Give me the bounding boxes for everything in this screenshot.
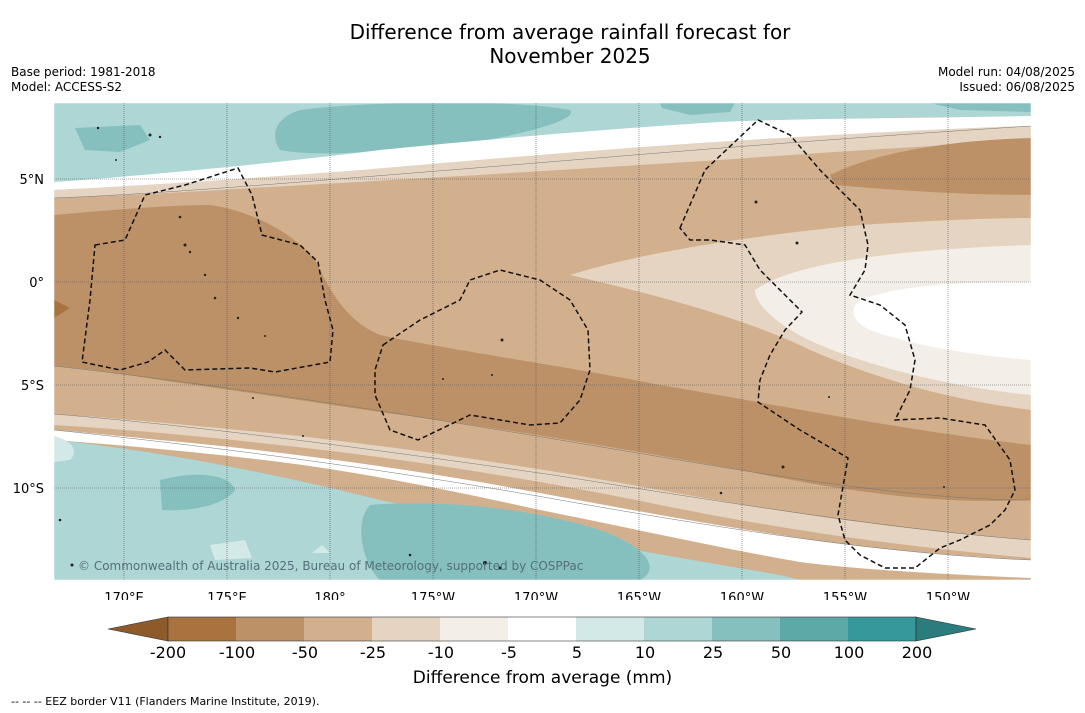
colorbar-swatch	[440, 617, 508, 641]
map-title: Difference from average rainfall forecas…	[0, 20, 1085, 68]
rainfall-field	[54, 103, 1031, 580]
colorbar-label: 25	[703, 643, 723, 662]
colorbar-over-arrow	[915, 616, 977, 642]
lon-tick: 175°E	[207, 591, 247, 600]
lat-tick: 5°N	[20, 173, 45, 188]
colorbar-outline	[167, 616, 917, 642]
issued-date: Issued: 06/08/2025	[959, 80, 1075, 94]
lon-tick: 180°	[314, 591, 345, 600]
lon-tick: 165°W	[617, 591, 661, 600]
colorbar-label: -50	[292, 643, 318, 662]
model-run: Model run: 04/08/2025	[937, 65, 1075, 79]
latitude-ticks: 5°N 0° 5°S 10°S	[13, 173, 44, 497]
colorbar-label: 200	[902, 643, 933, 662]
eez-borders	[81, 119, 1016, 569]
lat-tick: 0°	[29, 276, 44, 291]
lon-tick: 170°E	[104, 591, 144, 600]
colorbar-swatch	[780, 617, 848, 641]
model-name: Model: ACCESS-S2	[11, 80, 123, 94]
lon-tick: 150°W	[926, 591, 970, 600]
colorbar-swatch	[644, 617, 712, 641]
lon-tick: 155°W	[823, 591, 867, 600]
colorbar-label: 100	[834, 643, 865, 662]
colorbar-label: -200	[150, 643, 186, 662]
colorbar-swatch	[848, 617, 916, 641]
base-period: Base period: 1981-2018	[11, 65, 156, 79]
lon-tick: 170°W	[514, 591, 558, 600]
rainfall-map: 5°N 0° 5°S 10°S 170°E 175°E 180° 175°W 1…	[13, 102, 1032, 600]
colorbar-under-arrow	[107, 616, 169, 642]
longitude-ticks: 170°E 175°E 180° 175°W 170°W 165°W 160°W…	[104, 591, 970, 600]
colorbar-blocks	[107, 616, 977, 642]
eez-legend-note: -- -- -- EEZ border V11 (Flanders Marine…	[11, 695, 320, 708]
islands	[58, 126, 945, 570]
colorbar-swatch	[712, 617, 780, 641]
colorbar-swatch	[508, 617, 576, 641]
colorbar-label: 50	[771, 643, 791, 662]
colorbar-label: -100	[219, 643, 255, 662]
colorbar-labels: -200 -100 -50 -25 -10 -5 5 10 25 50 100 …	[150, 643, 932, 662]
metadata-right: Model run: 04/08/2025 Issued: 06/08/2025	[938, 65, 1075, 95]
lon-tick: 160°W	[720, 591, 764, 600]
colorbar-title: Difference from average (mm)	[412, 668, 673, 688]
colorbar-swatch	[576, 617, 644, 641]
colorbar-label: -25	[360, 643, 386, 662]
colorbar-label: 5	[572, 643, 582, 662]
graticule	[54, 103, 1031, 580]
lon-tick: 175°W	[411, 591, 455, 600]
colorbar-swatch	[372, 617, 440, 641]
title-line-1: Difference from average rainfall forecas…	[349, 20, 791, 44]
lat-tick: 10°S	[13, 482, 44, 497]
colorbar-swatch	[304, 617, 372, 641]
lat-tick: 5°S	[21, 379, 44, 394]
colorbar-label: 10	[635, 643, 655, 662]
colorbar-swatch	[236, 617, 304, 641]
colorbar-label: -5	[501, 643, 517, 662]
metadata-left: Base period: 1981-2018 Model: ACCESS-S2	[11, 65, 156, 95]
title-line-2: November 2025	[489, 44, 651, 68]
copyright-credit: © Commonwealth of Australia 2025, Bureau…	[78, 559, 584, 573]
colorbar-swatch	[168, 617, 236, 641]
colorbar-label: -10	[428, 643, 454, 662]
